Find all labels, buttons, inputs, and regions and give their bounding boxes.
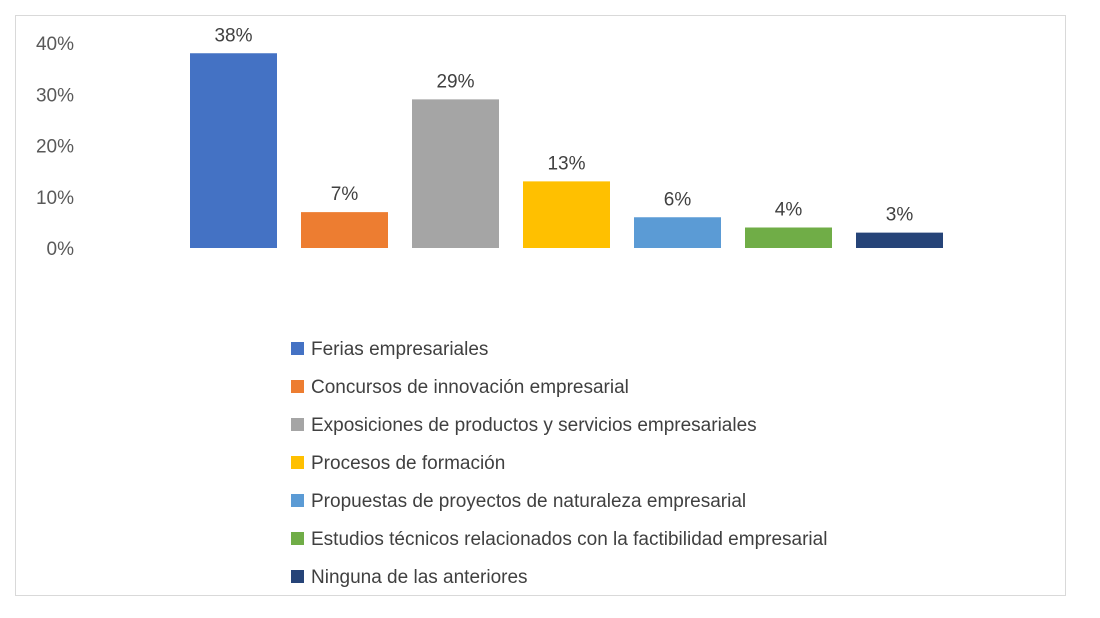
data-labels: 38% 7% 29% 13% 6% 4% 3% [214,25,913,225]
legend-label: Ferias empresariales [311,339,488,360]
legend-swatch [291,342,304,355]
data-label: 38% [214,25,252,46]
y-axis: 0% 10% 20% 30% 40% [36,34,74,260]
bar [745,227,832,248]
data-label: 4% [775,200,803,221]
legend-label: Exposiciones de productos y servicios em… [311,415,757,436]
y-tick-label: 40% [36,34,74,55]
legend-swatch [291,418,304,431]
legend-swatch [291,380,304,393]
bars [190,53,943,248]
data-label: 7% [331,184,359,205]
bar [301,212,388,248]
data-label: 29% [436,71,474,92]
legend-label: Ninguna de las anteriores [311,567,528,588]
data-label: 13% [547,153,585,174]
bar [856,232,943,248]
bar [523,181,610,248]
data-label: 6% [664,189,692,210]
data-label: 3% [886,205,914,226]
legend-swatch [291,570,304,583]
y-tick-label: 0% [47,239,75,260]
bar [634,217,721,248]
bar [412,99,499,248]
legend-swatch [291,456,304,469]
legend-label: Propuestas de proyectos de naturaleza em… [311,491,746,512]
legend-label: Procesos de formación [311,453,505,474]
y-tick-label: 20% [36,137,74,158]
legend-swatch [291,494,304,507]
legend-swatch [291,532,304,545]
bar [190,53,277,248]
y-tick-label: 30% [36,85,74,106]
legend: Ferias empresariales Concursos de innovac… [291,339,827,588]
legend-label: Estudios técnicos relacionados con la fa… [311,529,827,550]
legend-label: Concursos de innovación empresarial [311,377,629,398]
y-tick-label: 10% [36,188,74,209]
